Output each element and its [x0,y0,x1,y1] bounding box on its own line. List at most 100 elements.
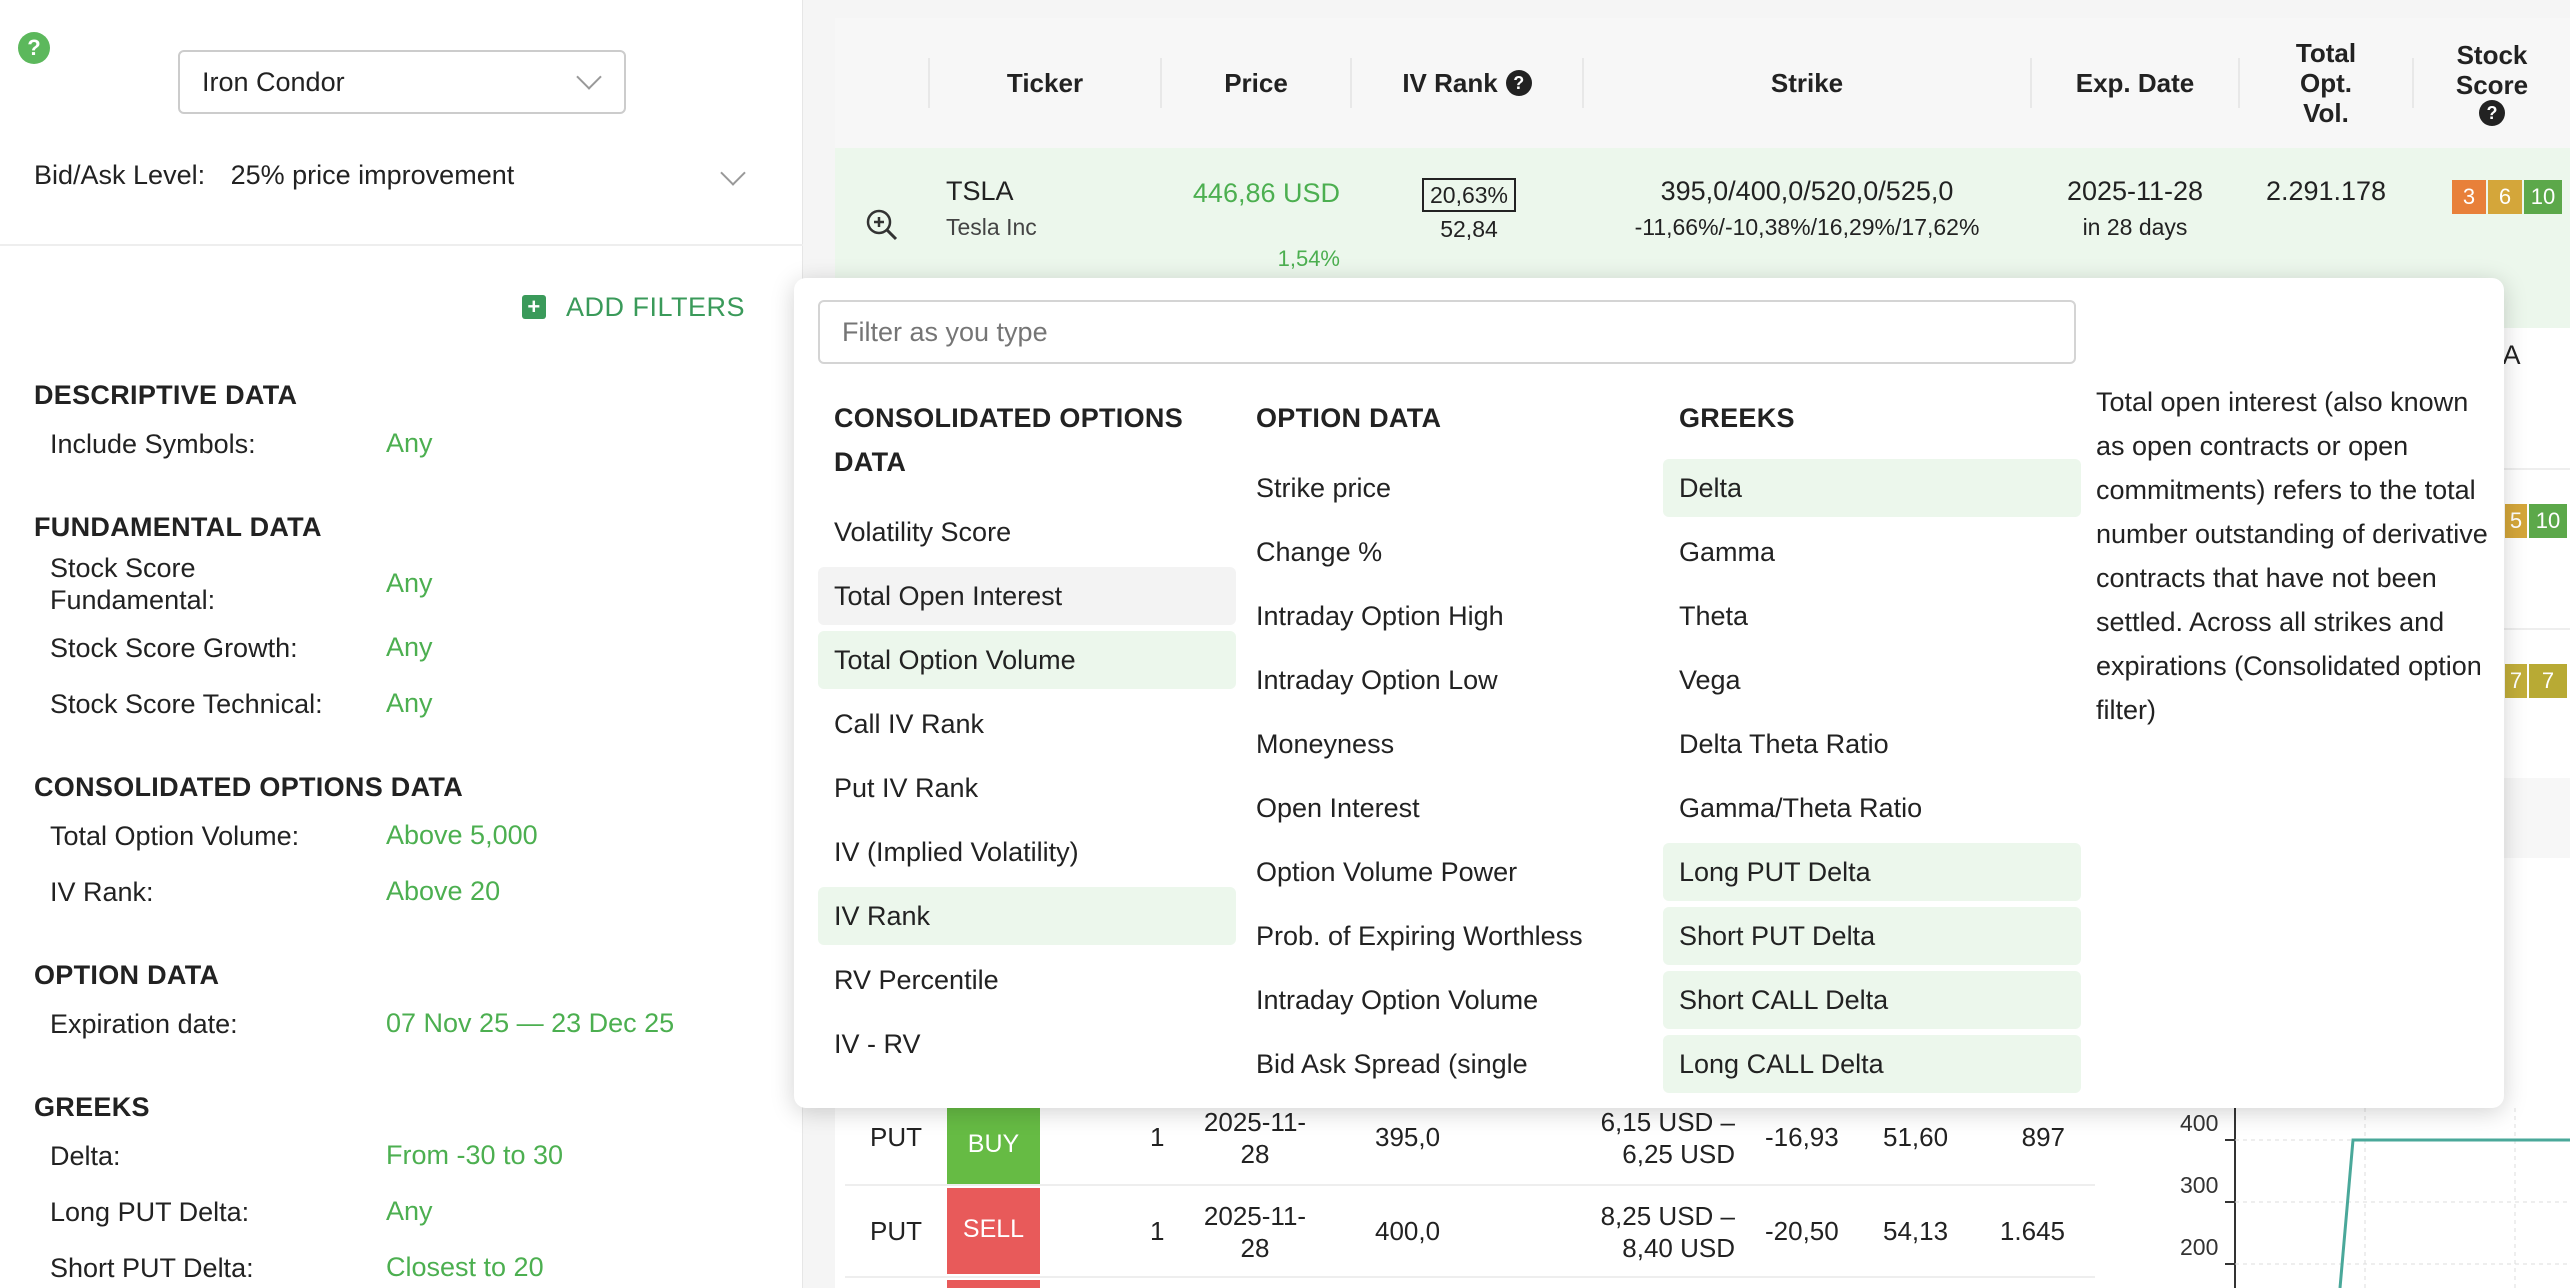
option-prob-expiring-worthless[interactable]: Prob. of Expiring Worthless [1256,921,1583,951]
header-total-opt-vol[interactable]: Total Opt. Vol. [2295,38,2357,128]
column-title-consolidated: CONSOLIDATED OPTIONS DATA [834,403,1184,477]
filter-short-put-delta[interactable]: Closest to 20 [386,1252,544,1282]
add-filters-button[interactable]: + ADD FILTERS [522,292,745,323]
option-gamma[interactable]: Gamma [1679,537,1776,567]
header-ticker[interactable]: Ticker [1006,68,1084,98]
strike-value: 395,0/400,0/520,0/525,0 [1660,176,1954,206]
filter-include-symbols[interactable]: Any [386,428,433,458]
option-vega[interactable]: Vega [1679,665,1741,695]
header-strike[interactable]: Strike [1770,68,1844,98]
filter-expiration-date[interactable]: 07 Nov 25 — 23 Dec 25 [386,1008,675,1038]
option-delta[interactable]: Delta [1663,459,2081,517]
chart-y-tick: 300 [2180,1172,2219,1198]
leg-strike: 395,0 [1375,1122,1441,1152]
leg-type: PUT [870,1216,922,1246]
header-iv-rank[interactable]: IV Rank ? [1352,18,1582,148]
filter-total-option-volume[interactable]: Above 5,000 [386,820,538,850]
leg-strike: 400,0 [1375,1216,1441,1246]
section-fundamental: FUNDAMENTAL DATA [34,512,322,542]
option-strike-price[interactable]: Strike price [1256,473,1392,503]
option-rv-percentile[interactable]: RV Percentile [834,965,999,995]
option-option-volume-power[interactable]: Option Volume Power [1256,857,1518,887]
score-badge: 10 [2529,504,2567,538]
section-descriptive: DESCRIPTIVE DATA [34,380,298,410]
leg-action-sell: SELL [947,1188,1040,1274]
leg-oi: 1.645 [1999,1216,2065,1246]
company-name: Tesla Inc [946,214,1037,240]
option-volatility-score[interactable]: Volatility Score [834,517,1012,547]
option-iv-implied-volatility[interactable]: IV (Implied Volatility) [834,837,1079,867]
iv-sub-value: 52,84 [1440,216,1498,242]
option-delta-theta-ratio[interactable]: Delta Theta Ratio [1679,729,1889,759]
filter-label: Stock Score Technical: [50,689,323,719]
add-filters-label: ADD FILTERS [566,292,746,322]
filters-panel: ? Iron Condor Bid/Ask Level: 25% price i… [0,0,803,1288]
exp-date-value: 2025-11-28 [2066,176,2204,206]
chevron-down-icon[interactable] [720,160,746,186]
help-icon[interactable]: ? [2479,100,2505,126]
payoff-chart [2225,1108,2570,1288]
option-intraday-option-high[interactable]: Intraday Option High [1256,601,1504,631]
option-iv-rv[interactable]: IV - RV [834,1029,921,1059]
score-badge: 6 [2488,180,2522,214]
chart-y-tick: 400 [2180,1110,2219,1136]
option-total-open-interest[interactable]: Total Open Interest [818,567,1236,625]
option-total-option-volume[interactable]: Total Option Volume [818,631,1236,689]
filter-stock-score-fundamental[interactable]: Any [386,568,433,598]
price-change: 1,54% [1277,246,1340,271]
filter-label: Include Symbols: [50,429,256,459]
filter-search-input[interactable] [818,300,2076,364]
strategy-select[interactable]: Iron Condor [178,50,626,114]
header-iv-rank-label: IV Rank [1402,68,1498,98]
filter-label: IV Rank: [50,877,154,907]
help-icon[interactable]: ? [18,32,50,64]
option-moneyness[interactable]: Moneyness [1256,729,1395,759]
option-long-call-delta[interactable]: Long CALL Delta [1663,1035,2081,1093]
filter-long-put-delta[interactable]: Any [386,1196,433,1226]
add-filters-dropdown: CONSOLIDATED OPTIONS DATA OPTION DATA GR… [794,278,2504,1108]
option-change-pct[interactable]: Change % [1256,537,1383,567]
option-gamma-theta-ratio[interactable]: Gamma/Theta Ratio [1679,793,1923,823]
option-put-iv-rank[interactable]: Put IV Rank [834,773,979,803]
leg-qty: 1 [1150,1216,1165,1246]
filter-stock-score-technical[interactable]: Any [386,688,433,718]
leg-iv: 51,60 [1883,1122,1949,1152]
option-open-interest[interactable]: Open Interest [1256,793,1420,823]
ticker-symbol[interactable]: TSLA [946,176,1014,206]
price-value: 446,86 USD [1192,178,1340,208]
leg-iv: 54,13 [1883,1216,1949,1246]
header-price[interactable]: Price [1224,68,1288,98]
header-exp-date[interactable]: Exp. Date [2075,68,2195,98]
bid-ask-value: 25% price improvement [230,160,515,190]
filter-stock-score-growth[interactable]: Any [386,632,433,662]
score-badge: 3 [2452,180,2486,214]
bid-ask-select[interactable]: Bid/Ask Level: 25% price improvement [34,160,514,191]
option-short-put-delta[interactable]: Short PUT Delta [1663,907,2081,965]
filter-label: Short PUT Delta: [50,1253,254,1283]
filter-label: Expiration date: [50,1009,238,1039]
score-badge: 7 [2505,664,2527,698]
option-theta[interactable]: Theta [1679,601,1749,631]
leg-type: PUT [870,1122,922,1152]
option-iv-rank[interactable]: IV Rank [818,887,1236,945]
option-call-iv-rank[interactable]: Call IV Rank [834,709,985,739]
header-stock-score[interactable]: Stock Score ? [2414,18,2570,148]
option-intraday-option-low[interactable]: Intraday Option Low [1256,665,1498,695]
help-icon[interactable]: ? [1505,70,1532,96]
filter-label: Delta: [50,1141,121,1171]
filter-iv-rank[interactable]: Above 20 [386,876,501,906]
option-bid-ask-spread[interactable]: Bid Ask Spread (single [1256,1049,1528,1079]
section-greeks: GREEKS [34,1092,150,1122]
exp-days: in 28 days [2082,214,2188,240]
chevron-down-icon [576,64,602,90]
score-badge: 7 [2529,664,2567,698]
filter-delta[interactable]: From -30 to 30 [386,1140,564,1170]
filter-description: Total open interest (also known as open … [2096,387,2488,725]
option-long-put-delta[interactable]: Long PUT Delta [1663,843,2081,901]
zoom-in-icon[interactable] [865,208,899,242]
option-short-call-delta[interactable]: Short CALL Delta [1663,971,2081,1029]
row-divider [845,1184,2095,1186]
chart-y-tick: 200 [2180,1234,2219,1260]
plus-icon: + [522,295,546,319]
option-intraday-option-volume[interactable]: Intraday Option Volume [1256,985,1539,1015]
